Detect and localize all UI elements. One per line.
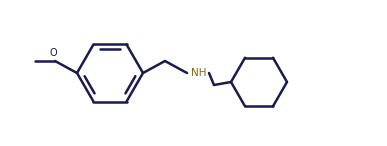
Text: O: O bbox=[49, 48, 57, 58]
Text: NH: NH bbox=[191, 68, 207, 78]
